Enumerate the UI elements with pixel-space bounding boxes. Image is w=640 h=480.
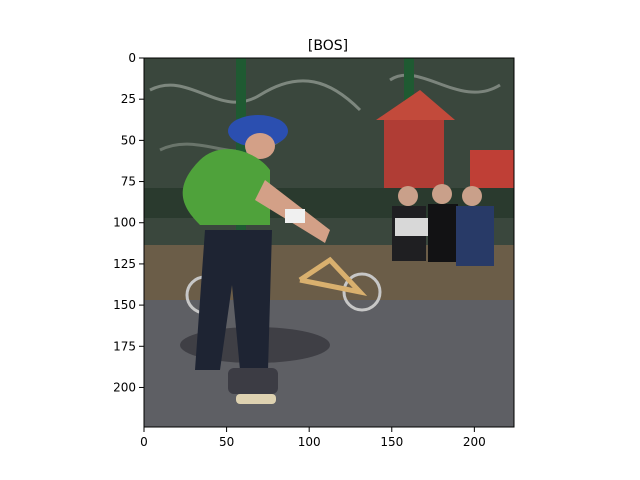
skater <box>182 115 330 404</box>
helmet <box>228 115 288 147</box>
x-tick-label: 100 <box>298 435 321 449</box>
wristband <box>285 209 305 223</box>
inline-skate <box>228 368 278 394</box>
x-tick-label: 200 <box>463 435 486 449</box>
x-tick-label: 0 <box>140 435 148 449</box>
y-tick-label: 25 <box>121 92 136 106</box>
x-tick-label: 50 <box>219 435 234 449</box>
y-tick-label: 200 <box>113 380 136 394</box>
y-tick-label: 150 <box>113 298 136 312</box>
axes-frame <box>143 57 515 428</box>
pole <box>236 58 246 238</box>
spectators <box>392 184 494 266</box>
y-tick-label: 75 <box>121 175 136 189</box>
photo <box>143 57 515 428</box>
y-tick-label: 125 <box>113 257 136 271</box>
x-tick-label: 150 <box>380 435 403 449</box>
bike-wheel <box>342 272 382 312</box>
jacket <box>182 149 270 225</box>
bike-frame <box>298 256 368 296</box>
y-tick-label: 175 <box>113 339 136 353</box>
y-tick-label: 50 <box>121 133 136 147</box>
y-tick-label: 0 <box>128 51 136 65</box>
playground-roof <box>376 90 455 120</box>
x-axis: 0 50 100 150 200 <box>140 427 486 449</box>
figure-title: [BOS] <box>308 38 348 54</box>
playground-structure <box>384 120 444 190</box>
y-tick-label: 100 <box>113 216 136 230</box>
jeans <box>195 230 272 370</box>
y-axis: 0 25 50 75 100 125 150 175 200 <box>113 51 144 394</box>
playground-structure <box>470 150 514 190</box>
